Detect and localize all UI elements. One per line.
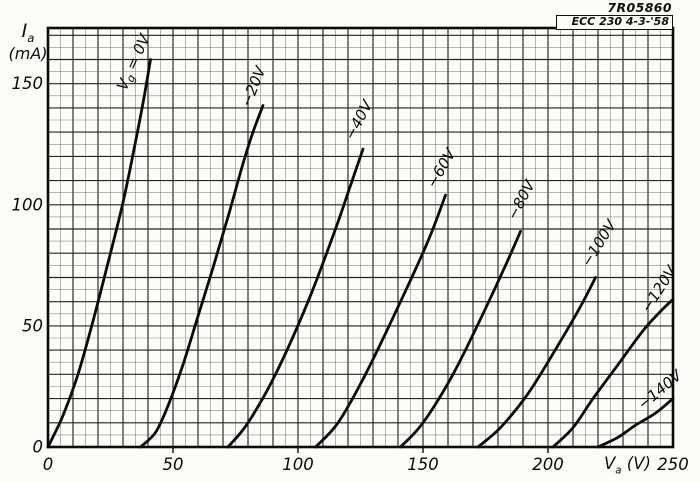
y-tick-label-100: 100 [12, 195, 44, 214]
x-tick-label-0: 0 [43, 455, 54, 474]
curve--20V [139, 104, 265, 449]
x-tick-label-200: 200 [532, 455, 564, 474]
curve-Vg=0V [46, 58, 152, 449]
doc-id-box: ECC 230 4-3-'58 [556, 15, 673, 30]
curve-label--40V: −40V [341, 96, 377, 143]
plot-frame [46, 26, 675, 449]
y-axis-symbol: Ia [21, 20, 35, 45]
y-axis-unit: (mA) [8, 43, 48, 63]
curve-label--80V: −80V [503, 176, 539, 223]
curve--140V [596, 397, 675, 449]
curve-label--20V: −20V [237, 62, 270, 109]
x-axis-title: Va (V) [604, 454, 651, 477]
x-tick-label-250: 250 [657, 455, 689, 474]
x-tick-labels: 0 50 100 150 200 250 [43, 455, 689, 474]
x-tick-label-50: 50 [163, 455, 184, 474]
y-tick-label-0: 0 [33, 438, 44, 457]
curve-labels: Vg = 0V−20V−40V−60V−80V−100V−120V−140V [113, 30, 686, 413]
doc-ref-number: 7R05860 [607, 0, 672, 15]
y-tick-label-150: 150 [12, 74, 44, 93]
y-tick-label-50: 50 [22, 316, 43, 335]
curve--60V [314, 193, 447, 449]
y-axis-title: Ia (mA) [6, 21, 50, 62]
curve--120V [551, 297, 675, 449]
x-tick-label-150: 150 [407, 455, 439, 474]
curve-label--60V: −60V [423, 144, 460, 191]
curves [46, 58, 675, 449]
curve--100V [476, 276, 597, 449]
curve-label--100V: −100V [577, 215, 620, 270]
y-tick-labels: 0 50 100 150 [12, 74, 44, 456]
curve--80V [399, 230, 522, 449]
curve--40V [226, 147, 365, 449]
x-tick-marks [172, 448, 549, 453]
x-tick-label-100: 100 [282, 455, 314, 474]
grid [47, 28, 674, 448]
curve-label--120V: −120V [637, 261, 681, 315]
